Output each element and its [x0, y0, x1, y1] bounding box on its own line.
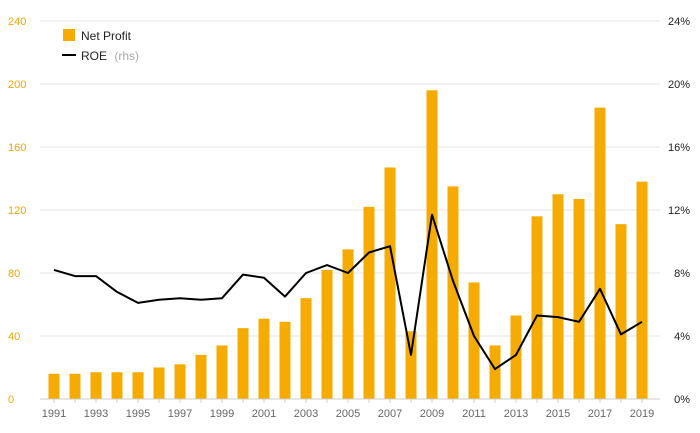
y-right-tick-label: 12%: [668, 205, 690, 217]
net-profit-bar: [636, 181, 648, 399]
net-profit-bar: [111, 372, 123, 399]
x-tick-label: 1997: [168, 408, 192, 420]
x-tick-label: 2015: [546, 408, 570, 420]
x-tick-label: 2009: [420, 408, 444, 420]
net-profit-bar: [321, 269, 333, 399]
y-left-tick-label: 120: [8, 205, 26, 217]
right-axis-ticks: 0% 4% 8% 12% 16% 20% 24%: [668, 16, 690, 406]
left-axis-ticks: 0 40 80 120 160 200 240: [8, 16, 26, 406]
net-profit-bar: [468, 282, 480, 399]
net-profit-bar: [552, 194, 564, 399]
x-tick-label: 2013: [504, 408, 528, 420]
net-profit-bar: [90, 372, 102, 399]
net-profit-bar: [216, 345, 228, 399]
net-profit-bar: [447, 186, 459, 399]
net-profit-bar: [510, 315, 522, 399]
legend: Net Profit ROE (rhs): [62, 29, 139, 63]
net-profit-bars: [48, 90, 648, 400]
net-profit-bar: [69, 373, 81, 399]
net-profit-bar: [573, 198, 585, 399]
x-axis-ticks: 1991 1993 1995 1997 1999 2001 2003 2005 2007 2009…: [40, 398, 660, 420]
x-tick-label: 2005: [336, 408, 360, 420]
legend-swatch-net-profit: [63, 29, 75, 41]
net-profit-bar: [258, 318, 270, 399]
x-tick-label: 1995: [126, 408, 150, 420]
x-tick-label: 2007: [378, 408, 402, 420]
net-profit-bar: [342, 249, 354, 399]
net-profit-bar: [153, 367, 165, 399]
net-profit-bar: [384, 167, 396, 399]
roe-line: [53, 213, 643, 371]
legend-label-roe-suffix: (rhs): [114, 49, 139, 63]
net-profit-bar: [615, 224, 627, 399]
net-profit-bar: [132, 372, 144, 399]
x-tick-label: 2011: [462, 408, 486, 420]
legend-label-net-profit: Net Profit: [81, 29, 132, 43]
y-left-tick-label: 0: [8, 394, 14, 406]
net-profit-bar: [300, 298, 312, 399]
net-profit-bar: [489, 345, 501, 399]
net-profit-bar: [531, 216, 543, 399]
x-tick-label: 2019: [630, 408, 654, 420]
y-right-tick-label: 16%: [668, 142, 690, 154]
y-right-tick-label: 0%: [674, 394, 690, 406]
y-right-tick-label: 4%: [674, 331, 690, 343]
net-profit-bar: [48, 373, 60, 399]
y-left-tick-label: 240: [8, 16, 26, 28]
x-tick-label: 2003: [294, 408, 318, 420]
net-profit-bar: [237, 328, 249, 399]
y-right-tick-label: 8%: [674, 268, 690, 280]
net-profit-bar: [405, 331, 417, 399]
roe-line-series: [53, 213, 643, 371]
y-left-tick-label: 80: [8, 268, 20, 280]
y-right-tick-label: 20%: [668, 79, 690, 91]
net-profit-bar: [426, 90, 438, 400]
y-left-tick-label: 200: [8, 79, 26, 91]
y-left-tick-label: 160: [8, 142, 26, 154]
y-left-tick-label: 40: [8, 331, 20, 343]
y-right-tick-label: 24%: [668, 16, 690, 28]
net-profit-bar: [594, 107, 606, 399]
legend-label-roe: ROE: [81, 49, 107, 63]
net-profit-bar: [363, 206, 375, 399]
x-tick-label: 2017: [588, 408, 612, 420]
svg-text:ROE (rhs): ROE (rhs): [81, 49, 139, 63]
x-tick-label: 1991: [42, 408, 66, 420]
net-profit-bar: [279, 321, 291, 399]
net-profit-bar: [174, 364, 186, 399]
x-tick-label: 1993: [84, 408, 108, 420]
net-profit-bar: [195, 354, 207, 399]
x-tick-label: 1999: [210, 408, 234, 420]
x-tick-label: 2001: [252, 408, 276, 420]
